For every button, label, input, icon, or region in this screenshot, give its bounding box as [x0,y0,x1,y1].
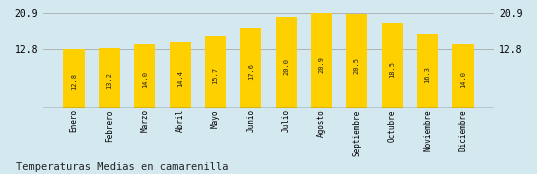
Bar [346,14,367,108]
Bar [134,44,155,108]
Bar [63,55,85,108]
Bar [170,42,191,108]
Bar [382,23,403,108]
Bar [134,53,155,108]
Text: 20.5: 20.5 [354,57,360,74]
Bar [311,50,332,108]
Bar [452,44,474,108]
Bar [311,13,332,108]
Text: 16.3: 16.3 [425,66,431,83]
Text: Temperaturas Medias en camarenilla: Temperaturas Medias en camarenilla [16,162,229,172]
Bar [382,52,403,108]
Bar [417,53,438,108]
Text: 20.9: 20.9 [318,57,324,73]
Text: 18.5: 18.5 [389,61,395,78]
Text: 15.7: 15.7 [213,67,219,84]
Bar [63,49,85,108]
Bar [99,48,120,108]
Bar [417,34,438,108]
Bar [240,52,262,108]
Bar [275,51,297,108]
Bar [170,54,191,108]
Bar [205,53,226,108]
Bar [452,54,474,108]
Bar [346,51,367,108]
Text: 14.0: 14.0 [460,71,466,88]
Text: 13.2: 13.2 [106,72,112,89]
Bar [275,17,297,108]
Text: 20.0: 20.0 [283,58,289,75]
Text: 17.6: 17.6 [248,63,254,80]
Text: 14.4: 14.4 [177,70,183,87]
Text: 14.0: 14.0 [142,71,148,88]
Bar [99,54,120,108]
Bar [205,36,226,108]
Bar [240,27,262,108]
Text: 12.8: 12.8 [71,73,77,90]
